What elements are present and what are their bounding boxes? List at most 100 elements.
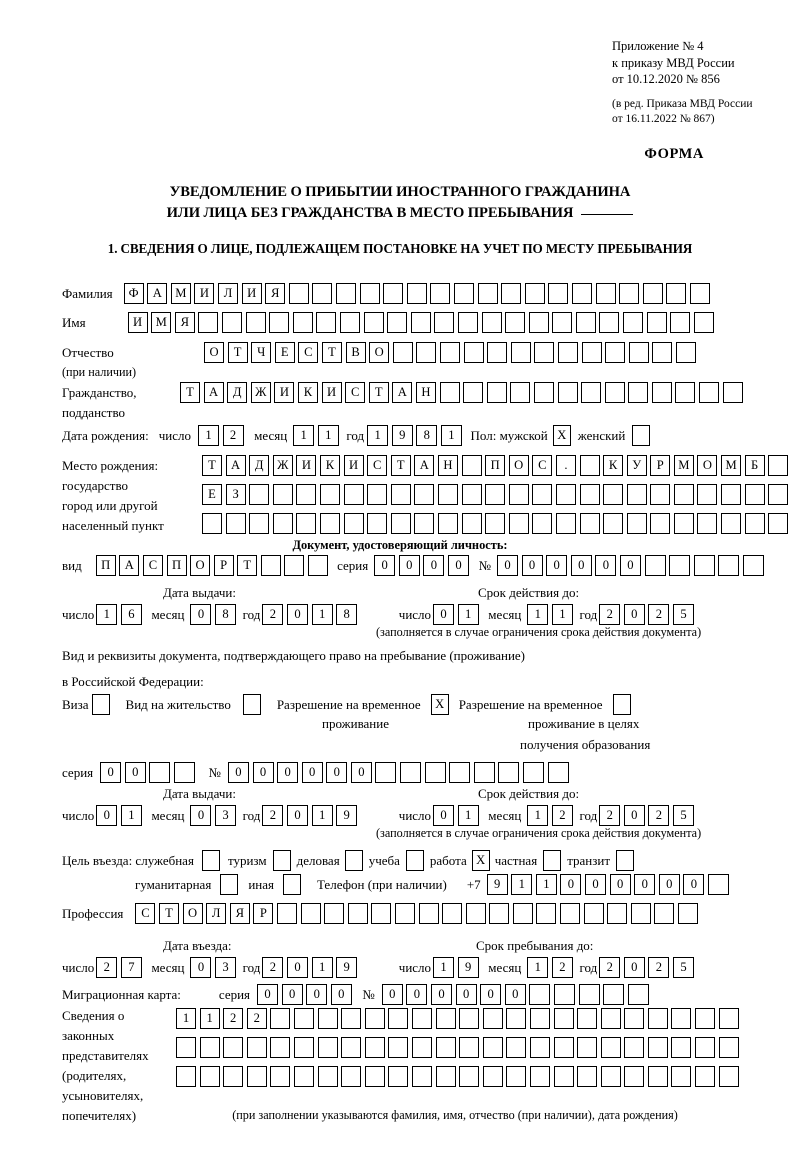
- cell[interactable]: 0: [190, 604, 212, 625]
- cell[interactable]: [671, 1037, 692, 1058]
- cell[interactable]: [341, 1066, 362, 1087]
- cell[interactable]: [650, 513, 671, 534]
- cell[interactable]: 2: [551, 805, 573, 826]
- cell[interactable]: 0: [496, 555, 518, 576]
- cell[interactable]: [388, 1066, 409, 1087]
- cell[interactable]: [529, 1037, 550, 1058]
- cell[interactable]: [644, 555, 666, 576]
- cell[interactable]: [689, 283, 710, 304]
- cell[interactable]: [482, 1008, 503, 1029]
- cell[interactable]: [533, 382, 554, 403]
- cell[interactable]: П: [95, 555, 116, 576]
- cell[interactable]: [579, 484, 600, 505]
- cell[interactable]: 5: [673, 805, 694, 826]
- cell[interactable]: [489, 903, 510, 924]
- title-blank-line[interactable]: [581, 214, 634, 215]
- sex-female-checkbox[interactable]: [632, 425, 651, 446]
- cell[interactable]: 0: [480, 984, 502, 1005]
- cell[interactable]: [176, 1066, 196, 1087]
- cell[interactable]: [269, 312, 290, 333]
- cell[interactable]: [202, 513, 222, 534]
- cell[interactable]: [693, 312, 714, 333]
- temp-edu-checkbox[interactable]: [612, 694, 631, 715]
- cell[interactable]: [296, 513, 317, 534]
- cell[interactable]: [510, 382, 531, 403]
- cell[interactable]: [646, 312, 667, 333]
- cell[interactable]: [624, 1037, 645, 1058]
- cell[interactable]: [697, 513, 718, 534]
- cell[interactable]: 1: [120, 805, 142, 826]
- cell[interactable]: А: [147, 283, 168, 304]
- cell[interactable]: [603, 484, 624, 505]
- cell[interactable]: [387, 312, 408, 333]
- cell[interactable]: 2: [246, 1008, 267, 1029]
- cell[interactable]: [359, 283, 380, 304]
- cell[interactable]: 1: [457, 604, 479, 625]
- cell[interactable]: [742, 555, 764, 576]
- cell[interactable]: [367, 513, 388, 534]
- cell[interactable]: [449, 762, 471, 783]
- cell[interactable]: Е: [202, 484, 222, 505]
- cell[interactable]: [603, 984, 625, 1005]
- cell[interactable]: [675, 382, 696, 403]
- cell[interactable]: [600, 1037, 621, 1058]
- cell[interactable]: 0: [585, 874, 607, 895]
- cell[interactable]: [477, 283, 498, 304]
- cell[interactable]: 1: [197, 425, 219, 446]
- cell[interactable]: [603, 513, 624, 534]
- cell[interactable]: [461, 513, 482, 534]
- cell[interactable]: [583, 903, 604, 924]
- cell[interactable]: О: [369, 342, 390, 363]
- cell[interactable]: 6: [120, 604, 142, 625]
- cell[interactable]: З: [225, 484, 246, 505]
- cell[interactable]: [695, 1037, 716, 1058]
- cell[interactable]: [364, 1008, 385, 1029]
- sex-male-checkbox[interactable]: X: [552, 425, 571, 446]
- cell[interactable]: [557, 342, 578, 363]
- cell[interactable]: [571, 283, 592, 304]
- cell[interactable]: 0: [190, 957, 212, 978]
- cell[interactable]: [439, 342, 460, 363]
- cell[interactable]: 0: [546, 555, 568, 576]
- cell[interactable]: [577, 1066, 598, 1087]
- cell[interactable]: [461, 455, 482, 476]
- cell[interactable]: 0: [634, 874, 656, 895]
- cell[interactable]: [721, 513, 742, 534]
- cell[interactable]: 2: [551, 957, 573, 978]
- cell[interactable]: [693, 555, 715, 576]
- cell[interactable]: 9: [336, 805, 358, 826]
- cell[interactable]: Б: [744, 455, 765, 476]
- cell[interactable]: [768, 484, 789, 505]
- cell[interactable]: И: [241, 283, 262, 304]
- cell[interactable]: 0: [330, 984, 352, 1005]
- cell[interactable]: 0: [504, 984, 526, 1005]
- cell[interactable]: [435, 1066, 456, 1087]
- cell[interactable]: И: [321, 382, 342, 403]
- cell[interactable]: [414, 484, 435, 505]
- cell[interactable]: М: [151, 312, 172, 333]
- cell[interactable]: .: [555, 455, 576, 476]
- cell[interactable]: [508, 513, 529, 534]
- cell[interactable]: Ч: [251, 342, 272, 363]
- cell[interactable]: 1: [199, 1008, 220, 1029]
- cell[interactable]: 0: [658, 874, 680, 895]
- cell[interactable]: [317, 1037, 338, 1058]
- cell[interactable]: К: [319, 455, 340, 476]
- cell[interactable]: [548, 283, 569, 304]
- cell[interactable]: [600, 1066, 621, 1087]
- cell[interactable]: О: [190, 555, 211, 576]
- cell[interactable]: Ж: [272, 455, 293, 476]
- cell[interactable]: [487, 342, 508, 363]
- cell[interactable]: Р: [650, 455, 671, 476]
- cell[interactable]: 2: [96, 957, 118, 978]
- cell[interactable]: [512, 903, 533, 924]
- cell[interactable]: [435, 1037, 456, 1058]
- cell[interactable]: [482, 1037, 503, 1058]
- cell[interactable]: [459, 1008, 480, 1029]
- cell[interactable]: [628, 382, 649, 403]
- cell[interactable]: [506, 1066, 527, 1087]
- cell[interactable]: [523, 762, 545, 783]
- cell[interactable]: 0: [277, 762, 299, 783]
- purpose-study-checkbox[interactable]: [405, 850, 424, 871]
- cell[interactable]: [557, 382, 578, 403]
